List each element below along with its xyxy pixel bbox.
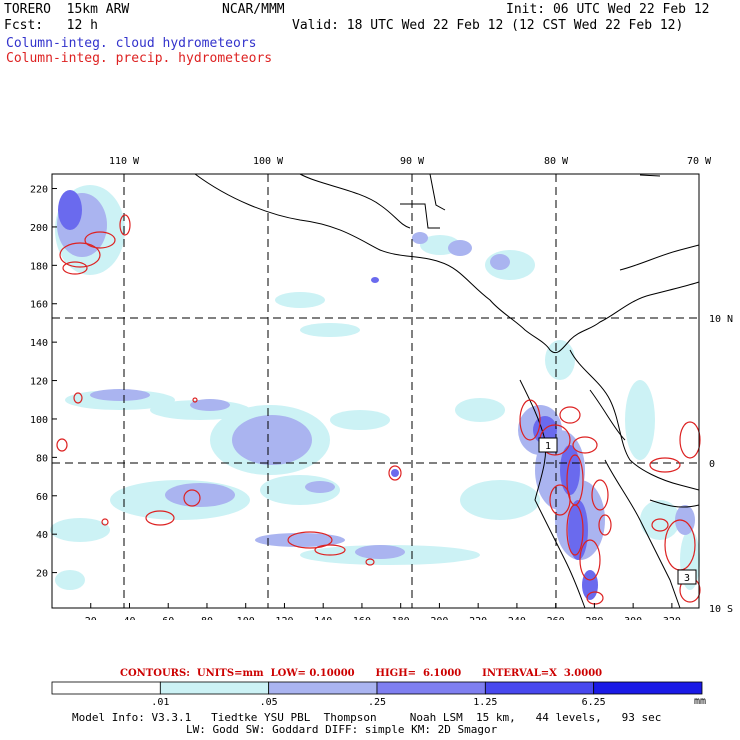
colorbar-swatch xyxy=(268,681,378,695)
x-tick-label: 60 xyxy=(162,616,174,620)
field-cloud-legend: Column-integ. cloud hydrometeors xyxy=(6,36,257,51)
model-info-line1: Model Info: V3.3.1 Tiedtke YSU PBL Thomp… xyxy=(72,711,662,724)
x-tick-label: 80 xyxy=(201,616,213,620)
colorbar-level-label: .01 xyxy=(151,697,169,708)
lon-label: 100 W xyxy=(253,156,284,167)
organization: NCAR/MMM xyxy=(222,2,285,17)
colorbar-level-label: 6.25 xyxy=(582,697,606,708)
colorbar-swatch xyxy=(484,681,595,695)
coastlines xyxy=(194,173,700,609)
y-tick-label: 100 xyxy=(30,415,48,426)
x-tick-label: 220 xyxy=(469,616,487,620)
y-tick-label: 20 xyxy=(36,569,48,580)
colorbar-level-label: .25 xyxy=(368,697,386,708)
lon-label: 90 W xyxy=(400,156,425,167)
y-tick-label: 200 xyxy=(30,223,48,234)
x-tick-label: 200 xyxy=(430,616,448,620)
colorbar-level-label: 1.25 xyxy=(473,697,497,708)
axis-ticks: 20 40 60 80 100 120 140 160 180 200 220 20 40 60 80 100… xyxy=(30,185,681,620)
y-tick-label: 220 xyxy=(30,185,48,196)
box-label-1: 1 xyxy=(545,441,551,452)
x-tick-label: 160 xyxy=(353,616,371,620)
x-tick-label: 20 xyxy=(85,616,97,620)
lon-labels: 110 W 100 W 90 W 80 W 70 W xyxy=(109,156,712,167)
x-tick-label: 280 xyxy=(585,616,603,620)
colorbar-swatch xyxy=(159,681,270,695)
lon-label: 80 W xyxy=(544,156,569,167)
y-tick-label: 40 xyxy=(36,530,48,541)
box-label-3: 3 xyxy=(684,573,690,584)
lon-label: 70 W xyxy=(687,156,712,167)
x-tick-label: 320 xyxy=(663,616,681,620)
y-tick-label: 120 xyxy=(30,377,48,388)
y-tick-label: 80 xyxy=(36,453,48,464)
forecast-hour: Fcst: 12 h xyxy=(4,18,98,33)
x-tick-label: 120 xyxy=(275,616,293,620)
x-tick-label: 180 xyxy=(392,616,410,620)
colorbar-swatch xyxy=(376,681,486,695)
contour-label-box-1: 1 xyxy=(538,437,558,453)
x-tick-label: 100 xyxy=(237,616,255,620)
lat-label: 10 S xyxy=(709,604,733,615)
init-time: Init: 06 UTC Wed 22 Feb 12 xyxy=(506,2,710,17)
lat-label: 10 N xyxy=(709,314,733,325)
x-tick-label: 40 xyxy=(123,616,135,620)
x-tick-label: 240 xyxy=(508,616,526,620)
y-tick-label: 180 xyxy=(30,261,48,272)
lat-lon-grid xyxy=(52,174,699,608)
y-tick-label: 160 xyxy=(30,300,48,311)
lon-label: 110 W xyxy=(109,156,140,167)
map-frame xyxy=(51,173,700,609)
lat-labels: 10 N 0 10 S xyxy=(709,314,733,615)
colorbar-swatch xyxy=(593,681,703,695)
x-tick-label: 140 xyxy=(314,616,332,620)
colorbar: .01 .05 .25 1.25 6.25 xyxy=(51,681,703,708)
contour-label-box-3: 3 xyxy=(677,569,697,585)
map-plot: 1 3 20 40 60 80 100 120 140 160 180 200 220 20 40 60 8… xyxy=(30,156,733,620)
model-name: TORERO 15km ARW xyxy=(4,2,130,17)
contour-info: CONTOURS: UNITS=mm LOW= 0.10000 HIGH= 6.… xyxy=(120,668,603,679)
colorbar-swatch xyxy=(51,681,161,695)
x-tick-label: 300 xyxy=(624,616,642,620)
field-precip-legend: Column-integ. precip. hydrometeors xyxy=(6,51,273,66)
y-tick-label: 60 xyxy=(36,492,48,503)
lat-label: 0 xyxy=(709,459,715,470)
colorbar-level-label: .05 xyxy=(260,697,278,708)
x-tick-label: 260 xyxy=(547,616,565,620)
map-background xyxy=(52,174,699,608)
colorbar-unit: mm xyxy=(694,696,707,707)
valid-time: Valid: 18 UTC Wed 22 Feb 12 (12 CST Wed … xyxy=(292,18,684,33)
model-info-line2: LW: Godd SW: Goddard DIFF: simple KM: 2D… xyxy=(186,723,498,736)
y-tick-label: 140 xyxy=(30,338,48,349)
